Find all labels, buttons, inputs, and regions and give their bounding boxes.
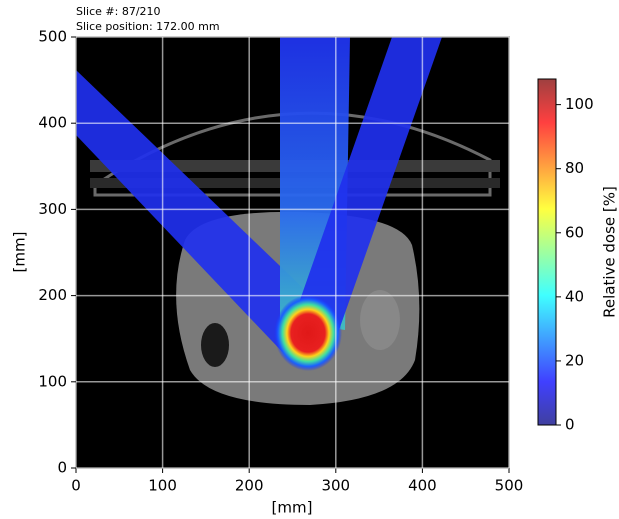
colorbar-tick-label: 60 [565, 223, 584, 241]
dose-image [76, 37, 509, 468]
x-tick-label: 200 [235, 477, 264, 495]
y-tick-label: 200 [38, 286, 67, 304]
x-tick-label: 100 [148, 477, 177, 495]
x-tick-label: 400 [408, 477, 437, 495]
x-tick-label: 500 [495, 477, 524, 495]
colorbar-label: Relative dose [%] [601, 186, 619, 318]
colorbar [537, 78, 557, 426]
slice-number: Slice #: 87/210 [76, 5, 161, 18]
x-axis-label: [mm] [272, 499, 313, 517]
colorbar-tick-label: 80 [565, 159, 584, 177]
y-tick-label: 400 [38, 114, 67, 132]
colorbar-tick-label: 100 [565, 95, 594, 113]
colorbar-tick-label: 0 [565, 416, 575, 434]
x-tick-label: 300 [321, 477, 350, 495]
y-tick-label: 300 [38, 200, 67, 218]
x-tick-label: 0 [71, 477, 81, 495]
y-axis-label: [mm] [11, 232, 29, 273]
y-tick-label: 0 [57, 459, 67, 477]
colorbar-tick-label: 20 [565, 351, 584, 369]
y-tick-label: 100 [38, 372, 67, 390]
slice-position: Slice position: 172.00 mm [76, 20, 220, 33]
colorbar-tick-label: 40 [565, 287, 584, 305]
y-tick-label: 500 [38, 28, 67, 46]
